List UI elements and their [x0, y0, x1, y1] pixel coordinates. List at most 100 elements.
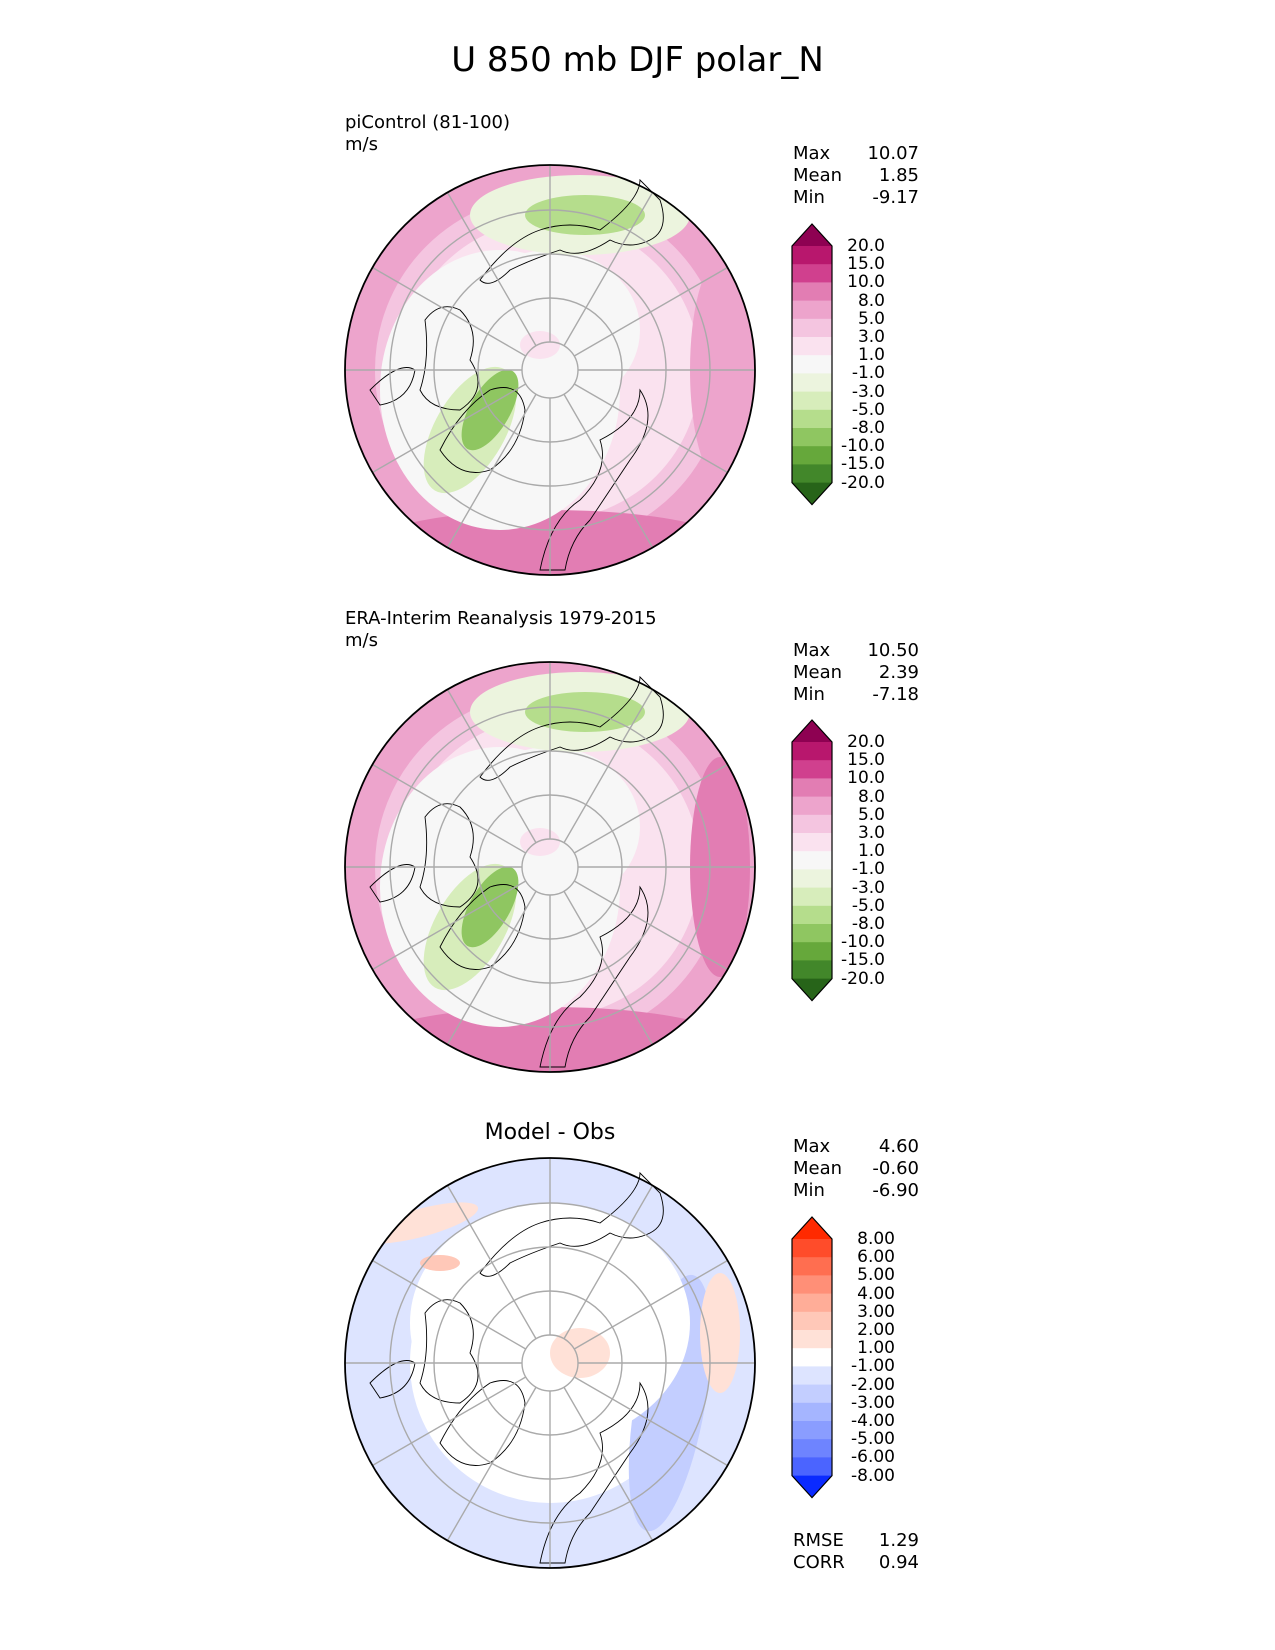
colorbar-outline	[791, 1216, 833, 1499]
diff-extra-stats: RMSE 1.29 CORR 0.94	[793, 1530, 919, 1574]
obs-polar-map	[344, 661, 756, 1073]
colorbar-tick-label: -8.0	[851, 418, 885, 438]
meridian-line	[372, 1259, 527, 1350]
colorbar-tick-label: 10.0	[847, 768, 885, 789]
colorbar-tick-label: 1.00	[857, 1338, 895, 1359]
positive-diff-atlantic	[700, 1273, 740, 1393]
map-boundary	[344, 661, 756, 1073]
colorbar-segment	[792, 742, 832, 761]
meridian-line	[563, 192, 654, 347]
colorbar-segment	[792, 428, 832, 447]
colorbar-tick-label: 5.00	[857, 1265, 895, 1286]
diff-stat-min-value: -6.90	[872, 1180, 919, 1201]
colorbar-tick-label: -15.0	[841, 950, 885, 971]
colorbar-tick-label: 1.0	[857, 841, 885, 862]
coastlines	[369, 675, 664, 1068]
colorbar-segment	[792, 1239, 832, 1258]
greenland-outline	[439, 387, 526, 473]
colorbar-segment	[792, 833, 832, 852]
colorbar-segment	[792, 373, 832, 393]
eurasia-outline	[479, 675, 664, 781]
diff-polar-map	[344, 1157, 756, 1569]
positive-diff-pole	[550, 1328, 610, 1378]
colorbar-segment	[792, 869, 832, 889]
colorbar-bottom-extension	[792, 1475, 832, 1498]
coastlines	[369, 178, 664, 571]
colorbar-segment	[792, 464, 832, 484]
meridian-line	[563, 890, 654, 1045]
model-colorbar-labels: 20.0 15.0 10.0 8.0 5.0 3.0 1.0 -1.0 -3.0 -5.0 -8.0…	[835, 238, 885, 496]
colorbar-segment	[792, 814, 832, 834]
meridian-line	[563, 393, 654, 548]
colorbar-tick-label: -1.00	[851, 1356, 895, 1377]
north-america-outline	[539, 1381, 649, 1564]
colorbar-top-extension	[792, 1217, 832, 1239]
model-stat-min-label: Min	[793, 187, 825, 208]
colorbar-tick-label: 20.0	[847, 732, 885, 752]
colorbar-segment	[792, 905, 832, 925]
graticule	[345, 165, 755, 575]
meridian-line	[372, 266, 527, 357]
colorbar-tick-label: 8.00	[857, 1229, 895, 1249]
diff-corr-value: 0.94	[878, 1552, 919, 1573]
colorbar-segment	[792, 1330, 832, 1349]
meridian-line	[573, 383, 728, 474]
colorbar-segment	[792, 1366, 832, 1386]
colorbar-segment	[792, 1421, 832, 1440]
model-stat-mean-value: 1.85	[878, 165, 919, 186]
meridian-line	[573, 1259, 728, 1350]
model-title: piControl (81-100)	[345, 112, 511, 133]
colorbar-segment	[792, 760, 832, 779]
diff-stat-mean-label: Mean	[793, 1158, 843, 1179]
colorbar-segment	[792, 1348, 832, 1367]
colorbar-tick-label: -4.00	[851, 1411, 895, 1431]
model-colorbar	[791, 223, 833, 506]
colorbar-tick-label: -3.0	[851, 381, 885, 402]
meridian-line	[372, 383, 527, 474]
diff-stat-min-label: Min	[793, 1180, 825, 1201]
colorbar-tick-label: 3.0	[857, 823, 885, 843]
colorbar-segment	[792, 300, 832, 320]
meridian-line	[446, 1386, 537, 1541]
meridian-line	[563, 689, 654, 844]
colorbar-segment	[792, 887, 832, 907]
meridian-line	[563, 1386, 654, 1541]
colorbar-segment	[792, 942, 832, 961]
colorbar-segment	[792, 1457, 832, 1477]
obs-units: m/s	[345, 630, 378, 651]
diff-stat-mean-value: -0.60	[872, 1158, 919, 1179]
colorbar-tick-label: -5.00	[851, 1429, 895, 1450]
colorbar-tick-label: 1.0	[857, 345, 885, 366]
positive-diff-pacific-core	[420, 1255, 460, 1271]
obs-colorbar-labels: 20.0 15.0 10.0 8.0 5.0 3.0 1.0 -1.0 -3.0 -5.0 -8.0…	[835, 734, 885, 992]
model-panel-title: piControl (81-100) m/s	[345, 112, 510, 156]
colorbar-tick-label: 8.0	[857, 786, 885, 807]
colorbar-outline	[791, 223, 833, 506]
model-stat-min-value: -9.17	[872, 187, 919, 208]
colorbar-tick-label: 20.0	[847, 236, 885, 256]
colorbar-tick-label: 5.0	[857, 308, 885, 329]
colorbar-bottom-extension	[792, 482, 832, 505]
colorbar-segment	[792, 1402, 832, 1422]
colorbar-segment	[792, 851, 832, 870]
colorbar-top-extension	[792, 720, 832, 742]
colorbar-segment	[792, 796, 832, 816]
graticule	[345, 662, 755, 1072]
meridian-line	[573, 763, 728, 854]
meridian-line	[446, 1185, 537, 1340]
colorbar-segment	[792, 960, 832, 980]
meridian-line	[573, 266, 728, 357]
model-units: m/s	[345, 134, 378, 155]
colorbar-bottom-extension	[792, 978, 832, 1001]
meridian-line	[563, 1185, 654, 1340]
colorbar-segment	[792, 246, 832, 265]
negative-diff-atlantic	[628, 1274, 712, 1532]
colorbar-tick-label: 6.00	[857, 1247, 895, 1268]
colorbar-segment	[792, 924, 832, 943]
colorbar-tick-label: 3.0	[857, 327, 885, 347]
model-stat-max-value: 10.07	[867, 143, 919, 164]
map-boundary	[344, 1157, 756, 1569]
greenland-outline	[439, 1380, 526, 1466]
siberia-outline	[419, 306, 479, 411]
obs-stat-max-value: 10.50	[867, 640, 919, 661]
